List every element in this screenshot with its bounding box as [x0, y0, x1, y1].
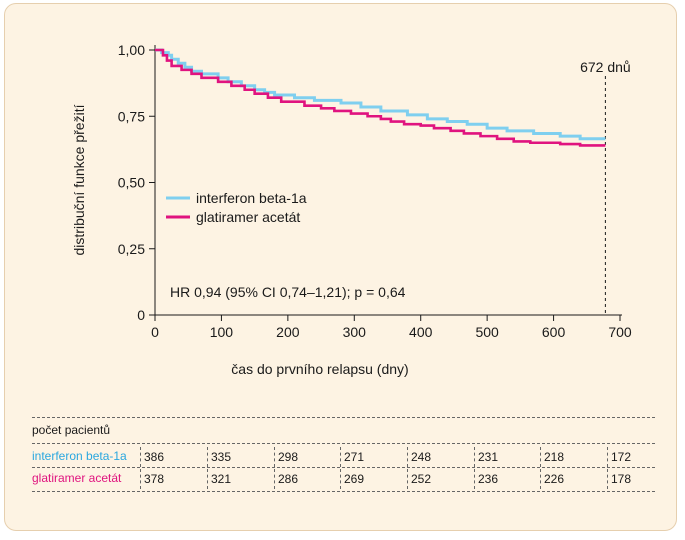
y-tick-label: 0,50 [118, 175, 145, 191]
count-cell: 378 [140, 469, 207, 489]
x-tick-label: 500 [475, 324, 499, 340]
x-tick-label: 600 [542, 324, 566, 340]
survival-chart: 0 0,25 0,50 0,75 1,00 0 100 200 300 400 500 600 700 č… [71, 42, 632, 377]
x-axis-label: čas do prvního relapsu (dny) [231, 361, 408, 377]
count-cell: 269 [340, 469, 407, 489]
count-cell: 271 [340, 447, 407, 467]
count-cell: 248 [407, 447, 474, 467]
table-rule-mid [32, 467, 655, 468]
table-rule-header [32, 443, 655, 444]
count-cell: 226 [540, 469, 607, 489]
count-cell: 172 [607, 447, 655, 467]
hr-annotation: HR 0,94 (95% CI 0,74–1,21); p = 0,64 [170, 284, 406, 300]
row-label-interferon: interferon beta-1a [32, 449, 127, 463]
y-tick-label: 1,00 [118, 42, 145, 58]
count-cell: 236 [474, 469, 540, 489]
legend-label: glatiramer acetát [196, 209, 300, 225]
y-axis-label: distribuční funkce přežití [71, 104, 87, 255]
x-tick-label: 700 [608, 324, 632, 340]
table-row-glatiramer: glatiramer acetát 378 321 286 269 252 23… [32, 469, 655, 489]
count-cell: 335 [207, 447, 274, 467]
x-tick-label: 100 [210, 324, 234, 340]
count-cell: 286 [274, 469, 340, 489]
count-cell: 231 [474, 447, 540, 467]
y-tick-label: 0,75 [118, 108, 145, 124]
x-tick-label: 200 [276, 324, 300, 340]
legend-label: interferon beta-1a [196, 190, 307, 206]
table-rule-bottom [32, 491, 655, 492]
x-tick-label: 400 [409, 324, 433, 340]
x-tick-label: 0 [151, 324, 159, 340]
count-cell: 321 [207, 469, 274, 489]
table-rule-top [32, 417, 655, 418]
y-tick-label: 0 [137, 307, 145, 323]
row-label-glatiramer: glatiramer acetát [32, 471, 122, 485]
cutoff-label: 672 dnů [580, 59, 631, 75]
count-cell: 386 [140, 447, 207, 467]
count-cell: 178 [607, 469, 655, 489]
table-title: počet pacientů [32, 423, 111, 437]
count-cell: 252 [407, 469, 474, 489]
table-row-interferon: interferon beta-1a 386 335 298 271 248 2… [32, 447, 655, 467]
x-tick-label: 300 [343, 324, 367, 340]
count-cell: 218 [540, 447, 607, 467]
y-tick-label: 0,25 [118, 241, 145, 257]
series-line-interferon [155, 48, 606, 141]
series-line-glatiramer [155, 48, 606, 147]
count-cell: 298 [274, 447, 340, 467]
